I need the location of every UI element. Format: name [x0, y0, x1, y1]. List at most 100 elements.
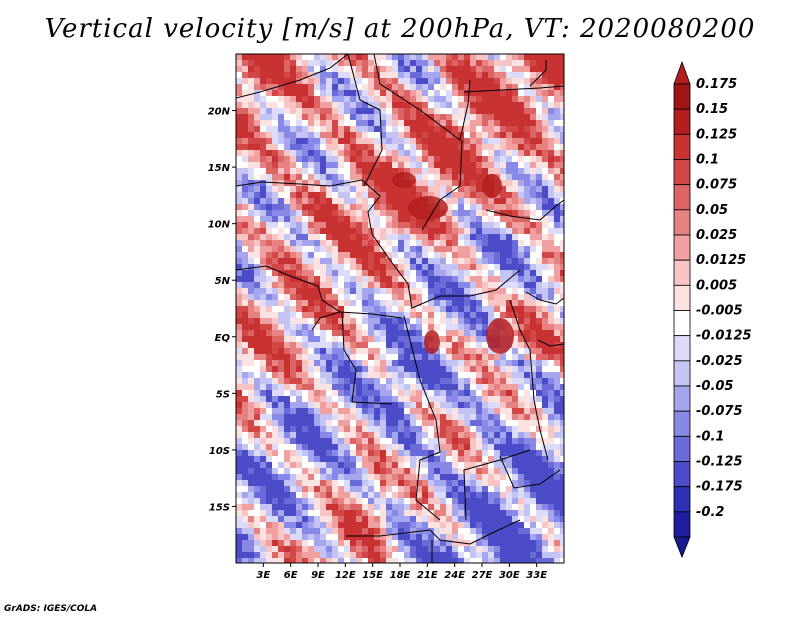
field-cell: [362, 216, 368, 222]
field-cell: [350, 168, 356, 174]
field-cell: [506, 180, 512, 186]
field-cell: [440, 468, 446, 474]
field-cell: [446, 330, 452, 336]
field-cell: [512, 342, 518, 348]
field-cell: [518, 444, 524, 450]
field-cell: [518, 270, 524, 276]
field-cell: [398, 216, 404, 222]
field-cell: [482, 330, 488, 336]
field-cell: [452, 492, 458, 498]
field-cell: [338, 510, 344, 516]
field-cell: [248, 546, 254, 552]
field-cell: [320, 252, 326, 258]
field-cell: [380, 528, 386, 534]
field-cell: [314, 372, 320, 378]
field-cell: [494, 372, 500, 378]
field-cell: [524, 180, 530, 186]
field-cell: [416, 336, 422, 342]
field-cell: [500, 432, 506, 438]
field-cell: [236, 270, 242, 276]
field-cell: [368, 522, 374, 528]
field-cell: [254, 252, 260, 258]
field-cell: [350, 480, 356, 486]
field-cell: [404, 330, 410, 336]
field-cell: [386, 516, 392, 522]
field-cell: [266, 372, 272, 378]
field-cell: [338, 258, 344, 264]
field-cell: [488, 54, 494, 60]
field-cell: [326, 306, 332, 312]
field-cell: [242, 132, 248, 138]
field-cell: [380, 222, 386, 228]
field-cell: [518, 318, 524, 324]
field-cell: [530, 162, 536, 168]
field-cell: [302, 444, 308, 450]
field-cell: [482, 558, 488, 563]
field-cell: [260, 498, 266, 504]
field-cell: [350, 252, 356, 258]
field-cell: [296, 306, 302, 312]
field-cell: [314, 510, 320, 516]
field-cell: [500, 210, 506, 216]
field-cell: [524, 252, 530, 258]
field-cell: [488, 456, 494, 462]
colorbar-level-label: 0.025: [696, 228, 737, 243]
field-cell: [530, 426, 536, 432]
field-cell: [266, 300, 272, 306]
field-cell: [494, 492, 500, 498]
field-cell: [278, 60, 284, 66]
field-cell: [308, 540, 314, 546]
field-cell: [338, 174, 344, 180]
field-cell: [524, 456, 530, 462]
field-cell: [344, 360, 350, 366]
field-cell: [368, 240, 374, 246]
field-cell: [404, 96, 410, 102]
field-cell: [236, 474, 242, 480]
field-cell: [464, 396, 470, 402]
field-cell: [512, 510, 518, 516]
field-cell: [290, 402, 296, 408]
field-cell: [536, 558, 542, 563]
field-cell: [278, 360, 284, 366]
field-cell: [446, 66, 452, 72]
field-cell: [518, 408, 524, 414]
longitude-axis: 3E 6E 9E 12E 15E 18E 21E 24E 27E 30E 33E: [256, 563, 547, 581]
field-cell: [548, 174, 554, 180]
field-cell: [476, 324, 482, 330]
field-cell: [296, 282, 302, 288]
field-cell: [452, 228, 458, 234]
field-cell: [338, 108, 344, 114]
field-cell: [416, 78, 422, 84]
field-cell: [242, 474, 248, 480]
field-cell: [488, 444, 494, 450]
field-cell: [368, 540, 374, 546]
field-cell: [398, 396, 404, 402]
field-cell: [542, 438, 548, 444]
field-cell: [560, 420, 564, 426]
field-cell: [422, 432, 428, 438]
field-cell: [320, 258, 326, 264]
field-cell: [284, 300, 290, 306]
field-cell: [242, 516, 248, 522]
field-cell: [440, 114, 446, 120]
field-cell: [260, 156, 266, 162]
field-cell: [242, 90, 248, 96]
field-cell: [542, 396, 548, 402]
field-cell: [254, 324, 260, 330]
field-cell: [560, 294, 564, 300]
field-cell: [326, 294, 332, 300]
field-cell: [440, 546, 446, 552]
field-cell: [410, 384, 416, 390]
field-cell: [260, 96, 266, 102]
field-cell: [308, 486, 314, 492]
field-cell: [344, 222, 350, 228]
field-cell: [386, 138, 392, 144]
field-cell: [542, 456, 548, 462]
field-cell: [266, 294, 272, 300]
field-cell: [236, 174, 242, 180]
field-cell: [506, 54, 512, 60]
field-cell: [422, 156, 428, 162]
field-cell: [314, 144, 320, 150]
field-cell: [356, 282, 362, 288]
field-cell: [374, 528, 380, 534]
